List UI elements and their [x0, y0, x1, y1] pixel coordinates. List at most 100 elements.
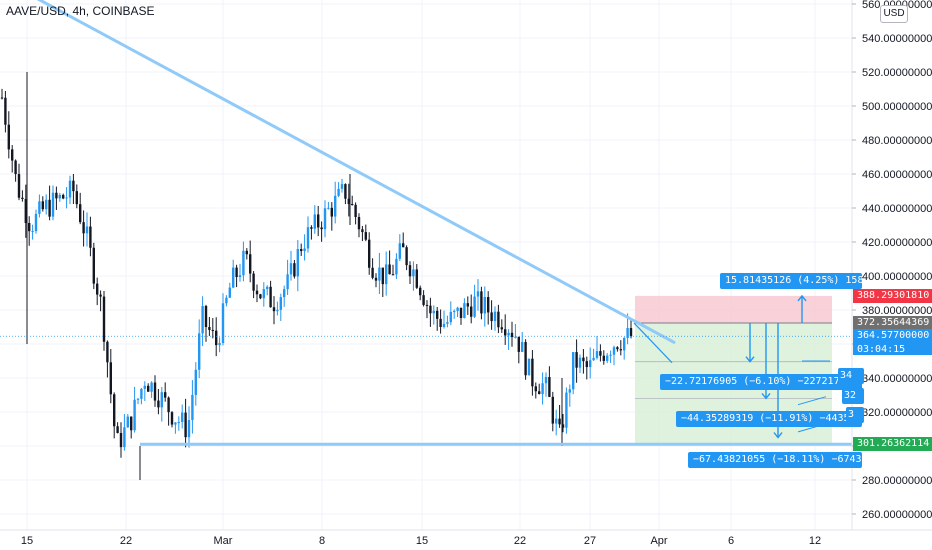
edge-tag[interactable]: 32 — [842, 388, 864, 404]
candle-body — [293, 263, 296, 277]
candle-body — [92, 247, 95, 284]
time-tick-label: 12 — [809, 535, 821, 547]
candle-body — [500, 327, 503, 330]
candle-body — [575, 352, 578, 368]
time-tick-label: 27 — [584, 535, 596, 547]
candle-body — [323, 208, 327, 230]
candle-body — [136, 398, 140, 400]
measurement-callout[interactable]: −44.35289319 (−11.91%) −443528931 — [676, 411, 862, 427]
candle-body — [89, 226, 92, 248]
time-tick-label: 15 — [416, 535, 428, 547]
candle-body — [45, 199, 48, 210]
time-tick-label: 22 — [120, 535, 132, 547]
candle-body — [334, 195, 337, 217]
candle-body — [317, 214, 320, 228]
candle-body — [337, 188, 340, 196]
candle-body — [504, 329, 507, 336]
candle-body — [143, 385, 146, 389]
candle-body — [140, 388, 143, 399]
drawing-lines[interactable] — [0, 0, 852, 446]
candle-body — [415, 269, 418, 288]
candle-body — [4, 97, 7, 125]
candle-body — [109, 362, 112, 395]
candle-body — [582, 357, 585, 362]
candle-body — [354, 204, 357, 218]
chart-grid — [0, 0, 852, 530]
candle-body — [150, 382, 153, 392]
candle-body — [211, 329, 214, 331]
price-tick-label: 460.00000000 — [862, 169, 932, 181]
edge-tag[interactable]: 34 — [838, 368, 864, 384]
candle-body — [378, 267, 381, 281]
candle-body — [266, 286, 269, 290]
candle-body — [130, 416, 133, 431]
candle-body — [599, 351, 602, 356]
candle-body — [194, 369, 197, 395]
candle-body — [531, 358, 534, 387]
candle-body — [65, 197, 68, 199]
candle-body — [215, 330, 218, 346]
measurement-callout[interactable]: −67.43821055 (−18.11%) −674382105 — [688, 452, 862, 468]
candle-body — [48, 199, 51, 217]
candles[interactable] — [0, 72, 633, 480]
candle-body — [408, 265, 412, 277]
candle-body — [68, 180, 72, 198]
time-tick-label: Apr — [650, 535, 667, 547]
candle-body — [259, 294, 262, 299]
price-axis[interactable]: 560.00000000540.00000000520.00000000500.… — [852, 0, 932, 521]
candle-body — [436, 310, 439, 319]
candle-body — [565, 392, 568, 428]
resistance-trendline[interactable] — [0, 0, 676, 344]
candle-body — [55, 192, 58, 199]
candle-body — [242, 250, 245, 276]
candle-body — [629, 328, 633, 337]
candle-body — [116, 426, 119, 434]
candle-body — [388, 264, 391, 275]
measurement-callout[interactable]: 15.81435126 (4.25%) 1581435 — [720, 273, 862, 289]
candle-body — [276, 309, 279, 312]
candle-body — [483, 297, 486, 314]
price-tick-label: 400.00000000 — [862, 271, 932, 283]
candle-body — [157, 400, 160, 408]
candle-body — [425, 304, 429, 306]
measurement-callout[interactable]: −22.72176905 (−6.10%) −2272176905 — [660, 374, 862, 390]
candle-body — [133, 399, 136, 431]
edge-tag[interactable]: 3 — [846, 407, 864, 423]
candle-body — [368, 239, 371, 268]
candle-body — [119, 433, 123, 448]
countdown-label: 03:04:15 — [857, 344, 906, 356]
candle-body — [123, 427, 126, 448]
candle-body — [79, 204, 82, 223]
price-tick-label: 320.00000000 — [862, 407, 932, 419]
candle-body — [279, 297, 282, 310]
currency-button[interactable]: USD — [880, 5, 908, 23]
candle-body — [589, 360, 592, 368]
candle-body — [62, 194, 65, 199]
candle-body — [385, 264, 388, 285]
candle-body — [327, 207, 330, 209]
candle-body — [313, 214, 316, 229]
candle-body — [517, 336, 520, 352]
candle-body — [102, 296, 106, 342]
candle-body — [578, 357, 582, 368]
candle-body — [306, 227, 310, 249]
candle-body — [198, 333, 201, 370]
candle-body — [419, 287, 422, 296]
candle-body — [493, 311, 497, 322]
candle-body — [7, 124, 10, 150]
candle-body — [572, 352, 575, 390]
price-tick-label: 540.00000000 — [862, 33, 932, 45]
candle-body — [296, 249, 299, 277]
price-tick-label: 440.00000000 — [862, 203, 932, 215]
time-tick-label: 22 — [514, 535, 526, 547]
candle-body — [548, 377, 551, 397]
candle-body — [191, 394, 194, 421]
candle-body — [412, 269, 415, 277]
price-axis-label: 364.57700000 03:04:15 — [853, 329, 932, 356]
candle-body — [558, 418, 561, 425]
candle-body — [439, 318, 442, 327]
price-axis-label: 301.26362114 — [853, 436, 932, 451]
time-axis[interactable]: 15 22 Mar 8 15 22 27 Apr 6 12 — [21, 535, 821, 547]
candle-body — [626, 328, 629, 339]
candle-body — [527, 358, 531, 376]
